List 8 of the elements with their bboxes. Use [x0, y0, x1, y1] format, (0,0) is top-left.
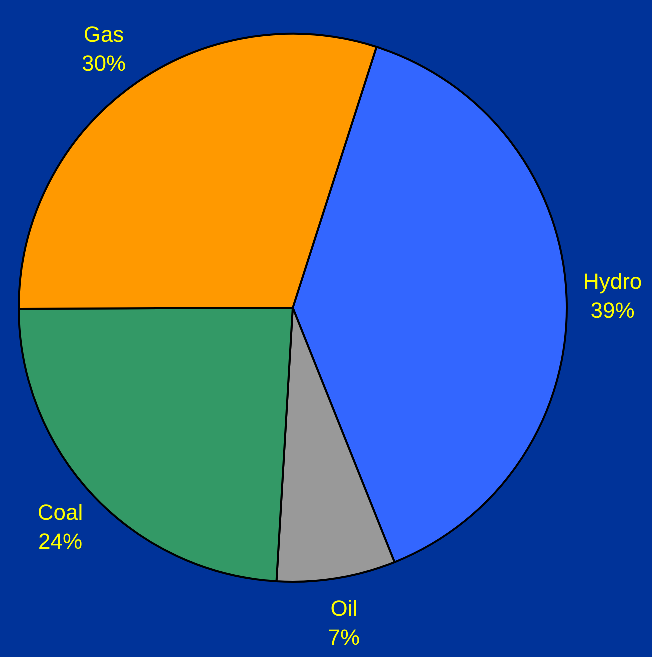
- slice-label: Coal: [38, 500, 84, 525]
- data-label: 24%: [38, 528, 83, 554]
- slice-label: Hydro: [583, 268, 642, 294]
- slice-label: Oil: [330, 596, 358, 621]
- slice-label: Gas: [84, 22, 124, 47]
- data-label: 7%: [328, 624, 360, 650]
- data-label: 39%: [590, 298, 635, 323]
- data-label: 30%: [82, 50, 126, 76]
